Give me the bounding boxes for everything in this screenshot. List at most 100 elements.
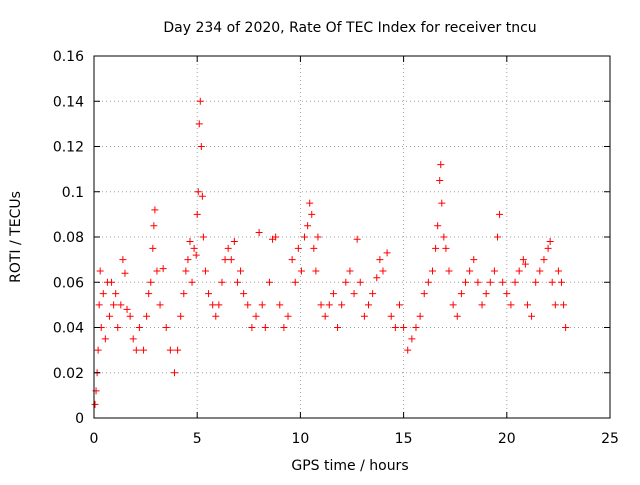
data-point xyxy=(391,324,399,331)
data-point xyxy=(412,324,420,331)
data-point xyxy=(562,324,570,331)
data-point xyxy=(147,278,155,286)
data-point xyxy=(470,256,478,264)
data-point xyxy=(420,290,428,298)
data-point xyxy=(445,267,453,275)
data-point xyxy=(350,290,358,298)
data-point xyxy=(404,346,412,354)
y-tick-label: 0 xyxy=(75,411,84,427)
data-point xyxy=(438,199,446,207)
data-point xyxy=(494,233,502,241)
data-point xyxy=(486,278,494,286)
data-point xyxy=(306,199,314,207)
data-point xyxy=(532,278,540,286)
data-point xyxy=(428,267,436,275)
data-point xyxy=(521,260,529,268)
data-point xyxy=(478,301,486,309)
data-point xyxy=(174,346,182,354)
data-point xyxy=(536,267,544,275)
y-axis-label: ROTI / TECUs xyxy=(8,191,24,283)
data-point xyxy=(205,290,213,298)
data-point xyxy=(437,161,445,169)
axis-ticks: 0 0.02 0.04 0.06 0.08 0.1 0.12 0.14 0.16 0 5 10 15 20… xyxy=(53,49,619,447)
data-point xyxy=(353,235,361,243)
data-point xyxy=(108,278,116,286)
data-point xyxy=(272,233,280,241)
data-point xyxy=(400,324,408,331)
x-axis-label: GPS time / hours xyxy=(291,458,408,474)
plot-frame xyxy=(93,55,611,419)
data-point xyxy=(91,400,99,408)
data-point xyxy=(523,301,531,309)
data-point xyxy=(434,222,442,230)
data-point xyxy=(180,290,188,298)
data-point xyxy=(95,301,103,309)
data-point xyxy=(212,312,220,320)
data-point xyxy=(294,244,302,252)
data-point xyxy=(507,301,515,309)
data-point xyxy=(261,324,269,331)
data-point xyxy=(342,278,350,286)
data-point xyxy=(215,301,223,309)
x-tick-label: 5 xyxy=(193,431,202,447)
data-point xyxy=(321,312,329,320)
data-point xyxy=(416,312,424,320)
data-point xyxy=(314,233,322,241)
data-point xyxy=(198,192,206,200)
data-point xyxy=(482,290,490,298)
data-point xyxy=(184,256,192,264)
data-point xyxy=(209,301,217,309)
data-point xyxy=(96,267,104,275)
data-point xyxy=(221,256,229,264)
data-point xyxy=(280,324,288,331)
x-tick-label: 10 xyxy=(291,431,309,447)
data-point xyxy=(201,267,209,275)
data-point xyxy=(360,312,368,320)
data-point xyxy=(194,188,202,196)
data-point xyxy=(151,206,159,214)
data-point xyxy=(195,120,203,128)
data-point xyxy=(490,267,498,275)
data-point xyxy=(248,324,256,331)
data-point xyxy=(325,301,333,309)
data-point xyxy=(356,278,364,286)
y-tick-label: 0.14 xyxy=(53,94,84,110)
data-point xyxy=(99,290,107,298)
data-point xyxy=(193,210,201,218)
data-point xyxy=(197,143,205,150)
y-tick-label: 0.08 xyxy=(53,230,84,246)
data-point xyxy=(123,305,131,313)
data-point xyxy=(284,312,292,320)
data-point xyxy=(308,210,316,218)
data-point xyxy=(310,244,318,252)
data-point xyxy=(408,335,416,343)
data-point xyxy=(170,369,178,377)
data-point xyxy=(387,312,395,320)
data-point xyxy=(135,324,143,331)
data-point xyxy=(218,278,226,286)
data-point xyxy=(227,256,235,264)
x-tick-label: 25 xyxy=(601,431,619,447)
y-tick-label: 0.04 xyxy=(53,321,84,337)
data-point xyxy=(156,301,164,309)
data-point xyxy=(258,301,266,309)
data-point xyxy=(551,301,559,309)
x-tick-label: 0 xyxy=(90,431,99,447)
data-point xyxy=(255,228,263,236)
data-points xyxy=(91,97,570,408)
data-point xyxy=(291,278,299,286)
x-tick-label: 15 xyxy=(395,431,413,447)
data-point xyxy=(145,290,153,298)
data-point xyxy=(162,324,170,331)
data-point xyxy=(496,210,504,218)
data-point xyxy=(373,274,381,282)
data-point xyxy=(132,346,140,354)
data-point xyxy=(329,290,337,298)
data-point xyxy=(436,176,444,184)
data-point xyxy=(474,278,482,286)
y-tick-label: 0.12 xyxy=(53,140,84,156)
data-point xyxy=(334,324,342,331)
data-point xyxy=(252,312,260,320)
data-point xyxy=(186,238,194,246)
data-point xyxy=(453,312,461,320)
